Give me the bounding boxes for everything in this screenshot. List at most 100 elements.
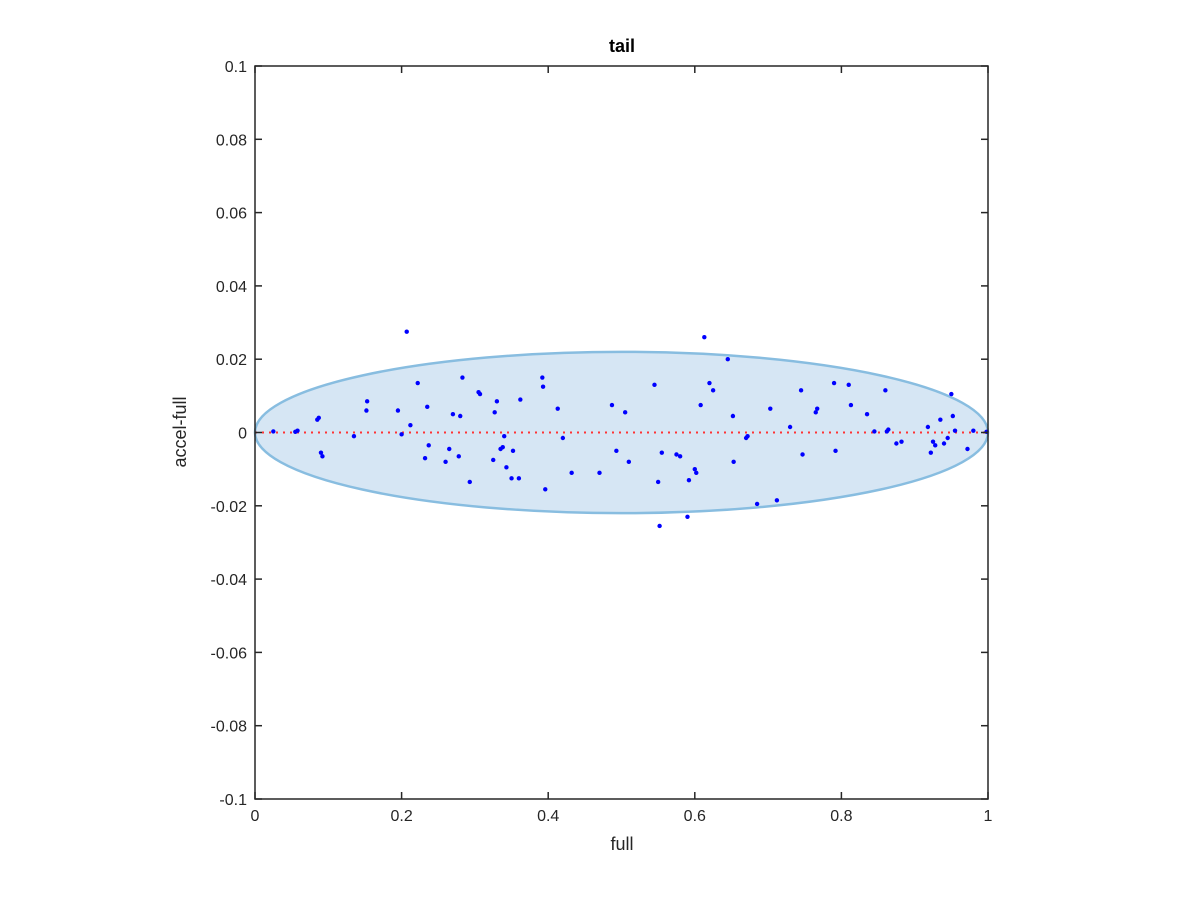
data-point	[800, 452, 805, 457]
data-point	[518, 397, 523, 402]
data-point	[626, 459, 632, 465]
data-point	[685, 514, 690, 519]
x-tick-label: 0.6	[684, 808, 706, 825]
data-point	[883, 388, 888, 393]
data-point	[952, 428, 958, 433]
x-tick-label: 0.2	[390, 808, 412, 825]
data-point	[872, 429, 877, 434]
data-point	[318, 450, 324, 455]
data-point	[928, 450, 934, 455]
data-point	[320, 454, 325, 459]
y-tick-label: 0	[238, 426, 247, 443]
data-point	[848, 402, 854, 408]
data-point	[787, 424, 793, 430]
y-tick-label: -0.06	[211, 645, 248, 662]
data-point	[657, 523, 662, 529]
data-point	[560, 435, 566, 441]
data-point	[941, 441, 947, 446]
data-point	[569, 470, 574, 476]
data-point	[798, 388, 804, 393]
data-point	[813, 410, 818, 415]
data-point	[516, 476, 522, 481]
data-point	[540, 384, 546, 389]
data-point	[686, 477, 692, 483]
y-tick-label: 0.06	[216, 206, 247, 223]
data-point	[833, 448, 838, 454]
data-point	[467, 479, 472, 485]
data-point	[894, 441, 899, 446]
y-tick-label: 0.04	[216, 279, 247, 296]
data-point	[491, 457, 496, 463]
data-point	[614, 448, 619, 454]
data-point	[510, 448, 516, 454]
data-point	[938, 417, 943, 422]
x-tick-label: 0.4	[537, 808, 559, 825]
data-point	[815, 406, 820, 411]
data-point	[458, 413, 463, 419]
data-point	[725, 357, 730, 362]
data-point	[774, 498, 780, 503]
data-point	[422, 455, 428, 461]
data-point	[652, 382, 657, 388]
data-point	[540, 375, 545, 380]
data-point	[447, 446, 452, 452]
y-tick-label: -0.08	[211, 719, 248, 736]
data-point	[494, 399, 500, 404]
data-point	[754, 501, 760, 507]
data-point	[694, 470, 699, 476]
y-axis-label: accel-full	[170, 396, 190, 467]
data-point	[502, 433, 507, 439]
data-point	[426, 443, 431, 448]
data-point	[768, 406, 773, 411]
data-point	[886, 427, 891, 432]
x-tick-label: 1	[984, 808, 993, 825]
data-point	[364, 408, 369, 413]
data-point	[702, 335, 707, 340]
y-tick-label: 0.02	[216, 352, 247, 369]
data-point	[655, 479, 661, 485]
data-point	[460, 375, 465, 380]
data-point	[730, 413, 736, 419]
data-point	[674, 452, 679, 457]
x-axis-label: full	[610, 834, 633, 854]
data-point	[846, 382, 851, 388]
y-tick-label: 0.08	[216, 132, 247, 149]
data-point	[965, 446, 970, 452]
data-point	[295, 428, 300, 433]
data-point	[925, 424, 931, 430]
data-point	[509, 476, 514, 481]
data-point	[504, 465, 509, 470]
data-point	[950, 413, 956, 419]
data-point	[395, 408, 401, 413]
data-point	[707, 380, 712, 386]
data-point	[443, 459, 448, 465]
y-tick-label: -0.02	[211, 499, 248, 516]
x-tick-label: 0	[251, 808, 260, 825]
data-point	[899, 439, 904, 444]
data-point	[425, 404, 430, 410]
data-point	[316, 415, 321, 421]
chart-title: tail	[609, 36, 635, 56]
data-point	[597, 470, 602, 476]
data-point	[609, 402, 615, 408]
data-point	[622, 410, 628, 415]
data-point	[404, 329, 409, 334]
data-point	[364, 399, 370, 404]
data-point	[971, 428, 976, 433]
data-point	[864, 411, 870, 417]
y-tick-label: -0.04	[211, 572, 248, 589]
data-point	[399, 432, 404, 437]
data-point	[949, 391, 954, 397]
data-point	[731, 459, 736, 465]
x-tick-label: 0.8	[830, 808, 852, 825]
data-point	[543, 487, 548, 492]
data-point	[415, 380, 420, 386]
data-point	[456, 454, 461, 459]
data-point	[477, 391, 483, 397]
data-point	[555, 406, 560, 411]
data-point	[450, 411, 456, 417]
data-point	[930, 439, 936, 444]
data-point	[831, 380, 837, 386]
data-point	[945, 435, 950, 441]
